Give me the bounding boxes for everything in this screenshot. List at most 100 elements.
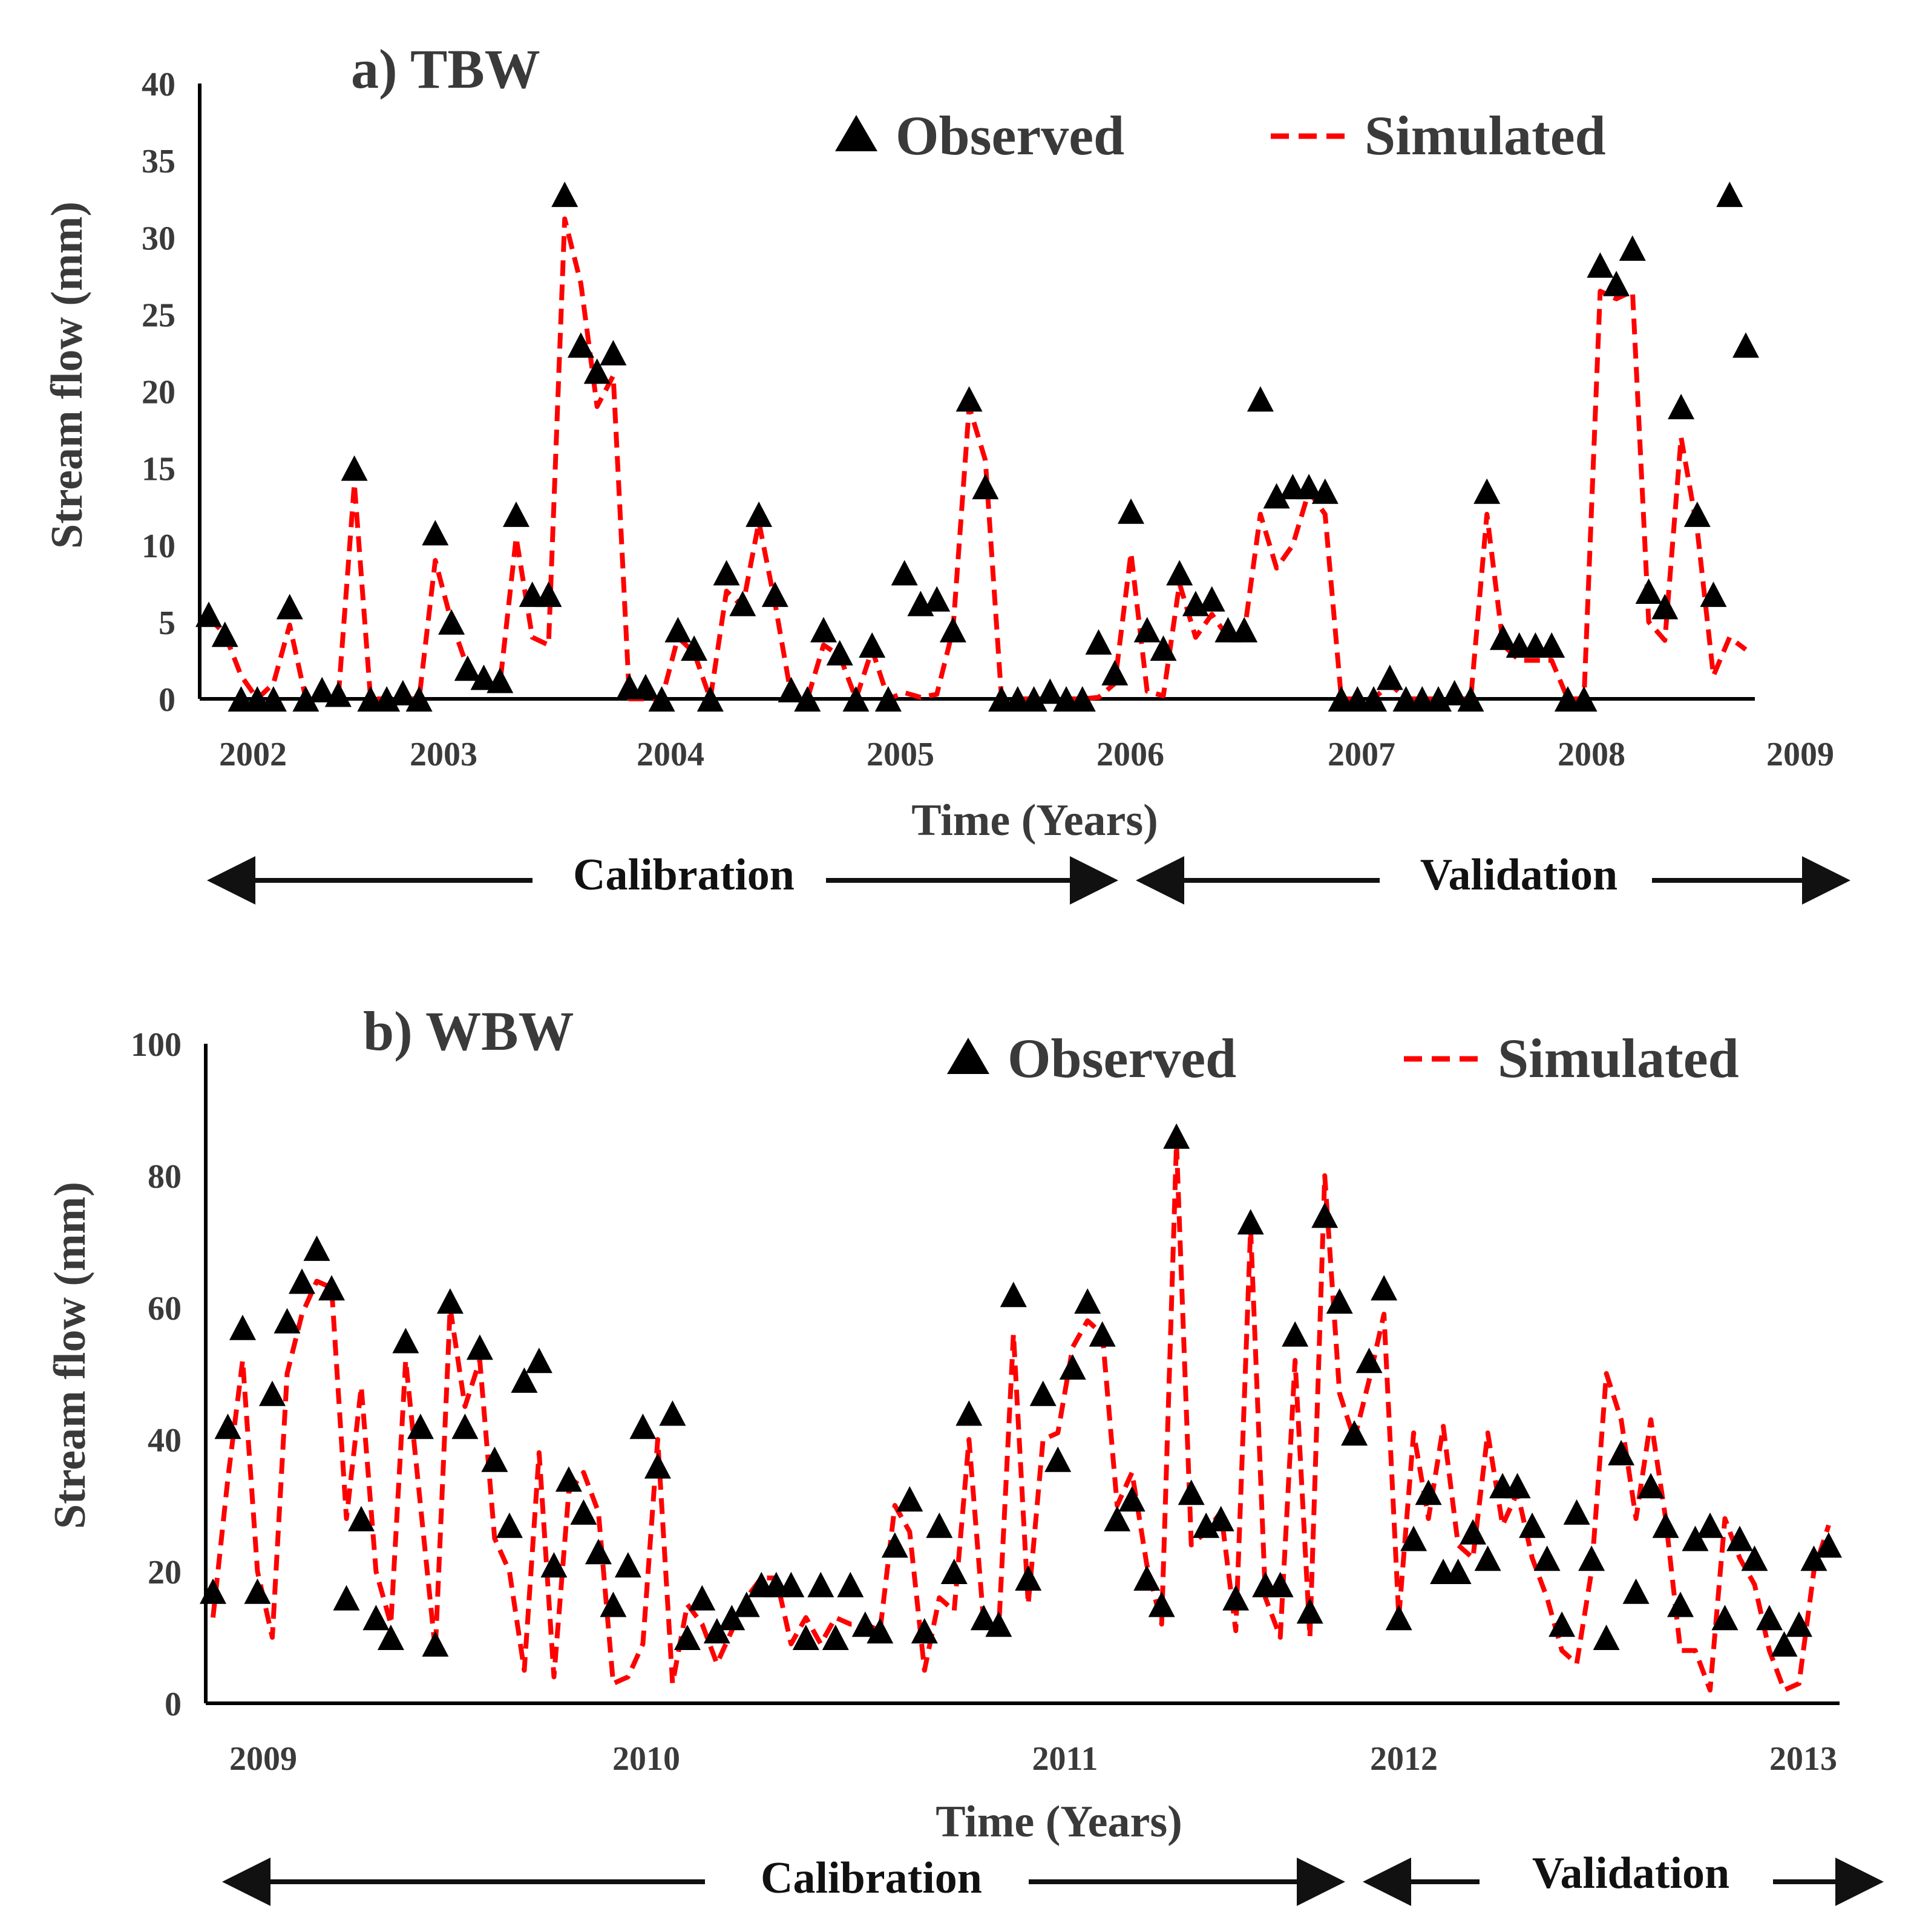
observed-point xyxy=(1385,1605,1412,1631)
y-axis: 0 5 10 15 20 25 30 35 40 xyxy=(142,66,202,719)
observed-point xyxy=(940,1559,968,1584)
x-tick-label: 2006 xyxy=(1096,736,1164,773)
y-tick-label: 100 xyxy=(131,1026,182,1064)
observed-point xyxy=(874,686,902,712)
observed-point xyxy=(923,586,951,612)
observed-point xyxy=(842,686,870,712)
observed-point xyxy=(1376,664,1403,690)
observed-point xyxy=(1015,1565,1042,1591)
observed-point xyxy=(260,686,287,712)
observed-point xyxy=(1150,635,1177,661)
observed-point xyxy=(540,1552,568,1578)
legend: Observed Simulated xyxy=(835,105,1606,166)
observed-point xyxy=(377,1625,404,1650)
observed-point xyxy=(1400,1525,1427,1551)
y-tick-label: 5 xyxy=(159,604,175,642)
observed-point xyxy=(244,1578,271,1604)
y-tick-label: 80 xyxy=(148,1158,182,1196)
observed-point xyxy=(309,676,336,702)
observed-point xyxy=(713,560,740,586)
observed-point xyxy=(389,679,416,706)
observed-point xyxy=(1815,1532,1842,1558)
observed-point xyxy=(972,474,999,500)
observed-point xyxy=(1267,1571,1294,1597)
observed-point xyxy=(1504,1473,1531,1499)
observed-point xyxy=(324,681,352,707)
observed-point xyxy=(1619,235,1646,261)
observed-point xyxy=(1489,624,1516,650)
observed-point xyxy=(1263,483,1290,509)
observed-point xyxy=(733,1591,760,1617)
observed-point xyxy=(659,1400,686,1426)
x-axis-title: Time (Years) xyxy=(911,796,1158,845)
observed-point xyxy=(911,1618,938,1644)
observed-point xyxy=(926,1512,953,1538)
observed-point xyxy=(761,581,788,607)
observed-point xyxy=(810,617,837,643)
observed-point xyxy=(585,1539,612,1565)
x-axis: 2002 2003 2004 2005 2006 2007 2008 2009 xyxy=(200,697,1834,773)
chart-title: a) TBW xyxy=(351,38,540,100)
observed-point xyxy=(1231,617,1258,643)
x-tick-label: 2009 xyxy=(1766,736,1834,773)
observed-point xyxy=(729,591,756,617)
observed-point xyxy=(1441,679,1468,706)
observed-point xyxy=(1371,1275,1398,1301)
y-tick-label: 20 xyxy=(148,1554,182,1591)
observed-point xyxy=(583,358,611,384)
observed-point xyxy=(1652,1512,1679,1538)
observed-point xyxy=(466,1334,493,1360)
observed-point xyxy=(648,686,675,712)
observed-point xyxy=(470,664,497,690)
observed-point xyxy=(1020,686,1047,712)
observed-point xyxy=(333,1585,360,1611)
observed-point xyxy=(792,1625,819,1650)
observed-point xyxy=(1166,560,1193,586)
observed-point xyxy=(1457,686,1484,712)
observed-point xyxy=(407,1413,434,1439)
observed-point xyxy=(1771,1631,1798,1657)
observed-point xyxy=(1133,617,1161,643)
observed-point xyxy=(1222,1585,1250,1611)
observed-point xyxy=(1296,1598,1323,1624)
observed-point xyxy=(1415,1479,1442,1505)
y-tick-label: 25 xyxy=(142,296,175,334)
observed-point xyxy=(1118,498,1144,524)
observed-point xyxy=(392,1328,419,1354)
observed-point xyxy=(1667,1591,1694,1617)
observed-point xyxy=(629,1413,657,1439)
observed-point xyxy=(718,1605,746,1631)
chart-panel-wbw: b) WBW Observed Simulated 0 20 40 60 80 100 2… xyxy=(45,1000,1884,1906)
observed-point xyxy=(1355,1347,1383,1374)
y-tick-label: 0 xyxy=(159,681,175,719)
observed-point xyxy=(451,1413,479,1439)
observed-point xyxy=(1608,1439,1635,1465)
observed-point xyxy=(1163,1123,1190,1149)
observed-point xyxy=(881,1532,908,1558)
observed-point xyxy=(1341,1420,1368,1446)
observed-point xyxy=(1148,1591,1175,1617)
observed-point xyxy=(303,1235,330,1261)
observed-point xyxy=(1800,1545,1827,1571)
observed-point xyxy=(1668,393,1695,419)
observed-point xyxy=(1700,581,1727,607)
x-tick-label: 2010 xyxy=(612,1740,680,1778)
observed-point xyxy=(555,1466,582,1492)
observed-point xyxy=(481,1446,508,1472)
observed-point xyxy=(214,1413,241,1439)
observed-point xyxy=(1198,586,1225,612)
x-axis: 2009 2010 2011 2012 2013 xyxy=(206,1701,1840,1778)
observed-point xyxy=(1059,1354,1086,1380)
observed-point xyxy=(1311,1202,1339,1228)
legend-simulated-label: Simulated xyxy=(1365,105,1606,166)
observed-point xyxy=(703,1618,730,1644)
y-tick-label: 15 xyxy=(142,451,175,488)
legend-observed-marker xyxy=(947,1038,989,1074)
observed-point xyxy=(1178,1479,1205,1505)
period-arrows: Calibration Validation xyxy=(222,1848,1884,1906)
legend: Observed Simulated xyxy=(947,1027,1739,1089)
observed-point xyxy=(826,640,853,666)
observed-point xyxy=(1603,270,1630,296)
y-tick-label: 10 xyxy=(142,528,175,565)
